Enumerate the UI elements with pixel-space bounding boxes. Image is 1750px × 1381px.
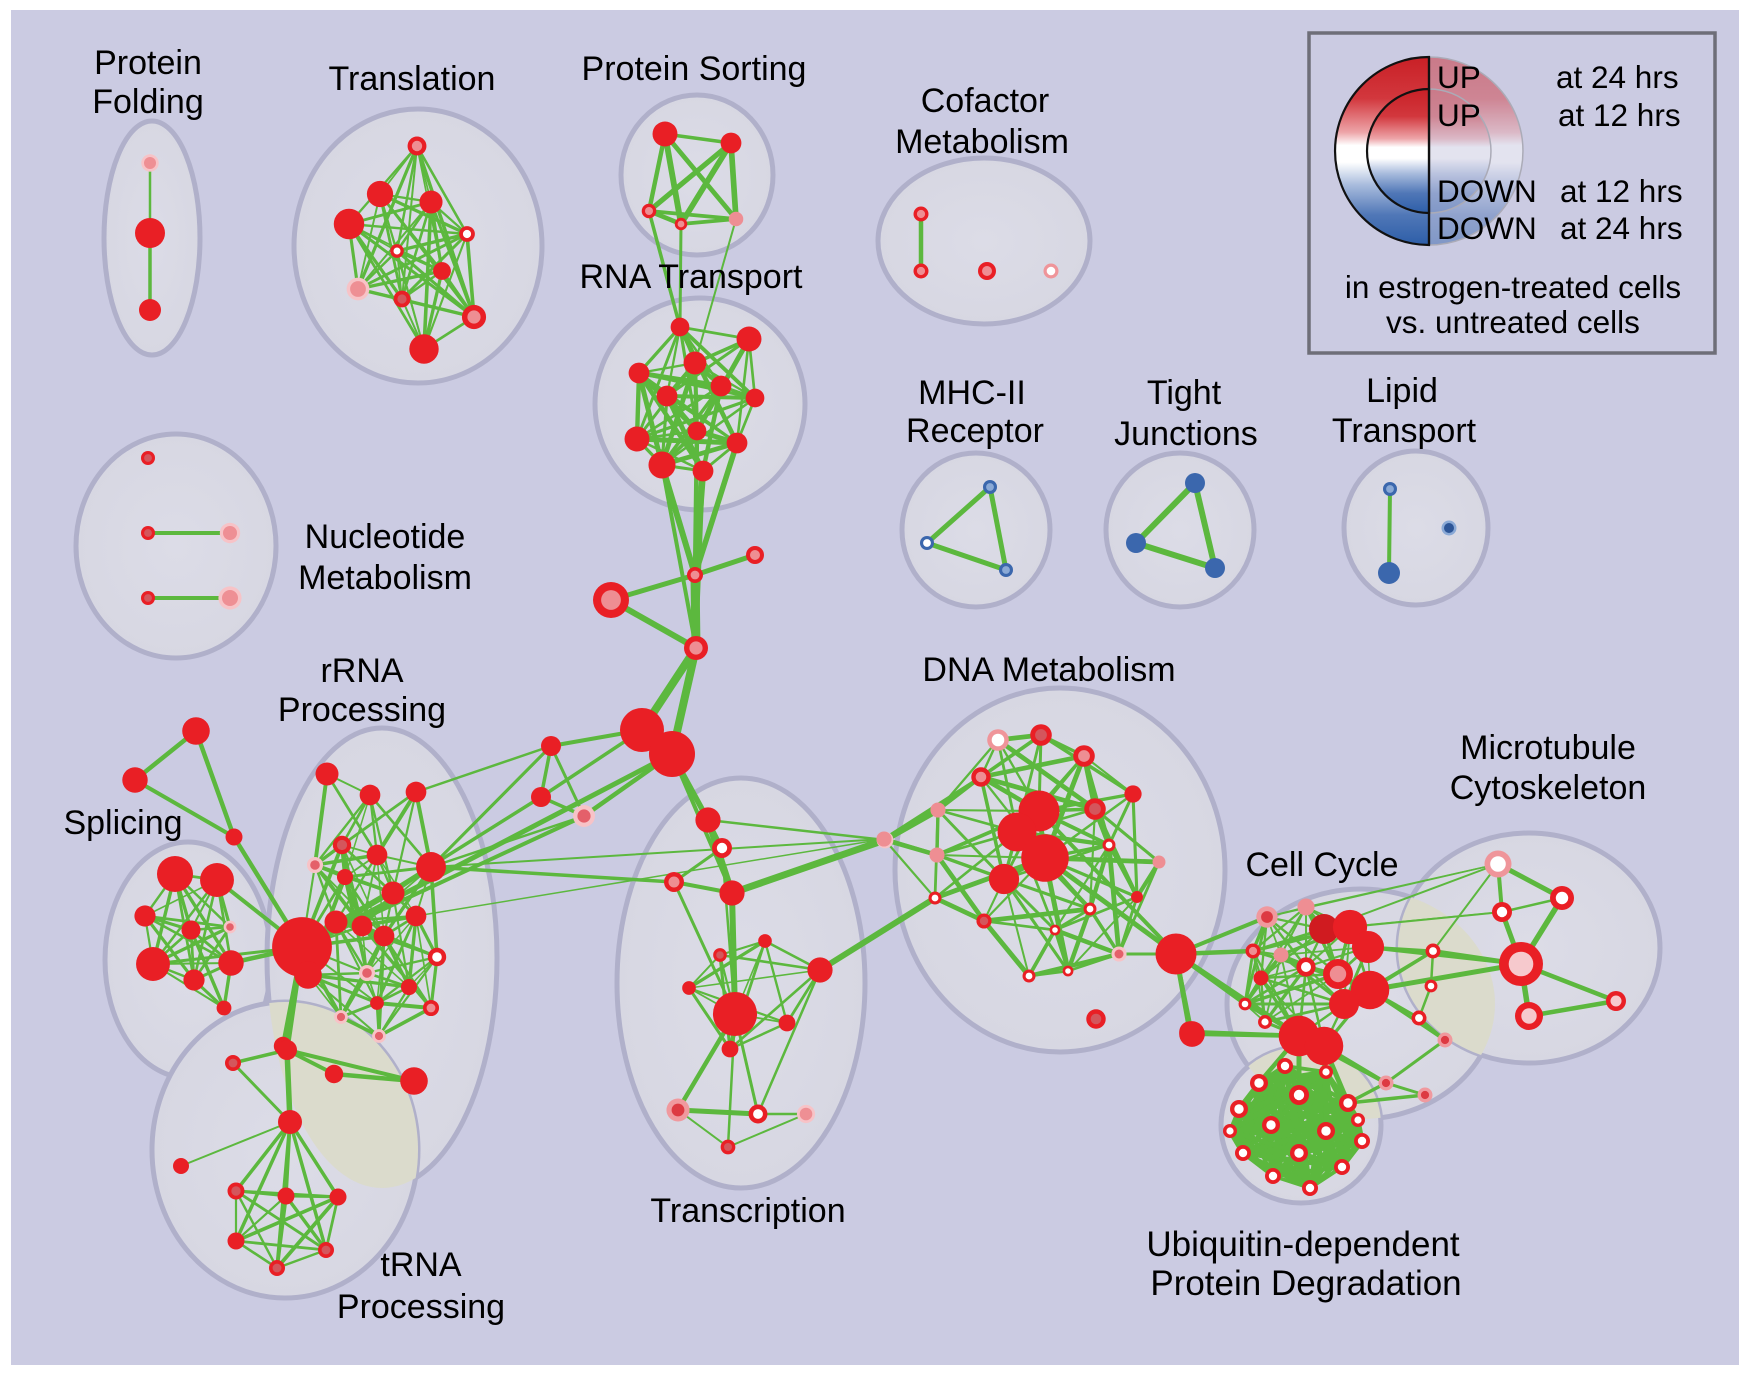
svg-text:Receptor: Receptor xyxy=(906,412,1044,450)
svg-text:MHC-II: MHC-II xyxy=(918,374,1026,412)
svg-text:Cell Cycle: Cell Cycle xyxy=(1245,846,1398,884)
svg-text:DOWN: DOWN xyxy=(1437,173,1537,209)
svg-text:at 24 hrs: at 24 hrs xyxy=(1556,59,1679,95)
svg-text:Microtubule: Microtubule xyxy=(1460,729,1636,767)
svg-text:Transport: Transport xyxy=(1332,412,1477,450)
svg-text:Processing: Processing xyxy=(278,691,446,729)
svg-text:vs. untreated cells: vs. untreated cells xyxy=(1386,304,1640,340)
svg-text:DOWN: DOWN xyxy=(1437,210,1537,246)
svg-text:tRNA: tRNA xyxy=(380,1246,462,1284)
svg-text:Cofactor: Cofactor xyxy=(921,82,1050,120)
svg-text:Protein Degradation: Protein Degradation xyxy=(1150,1264,1461,1303)
svg-text:UP: UP xyxy=(1437,97,1481,133)
svg-text:at 12 hrs: at 12 hrs xyxy=(1558,97,1681,133)
svg-text:RNA Transport: RNA Transport xyxy=(580,258,804,296)
svg-text:Ubiquitin-dependent: Ubiquitin-dependent xyxy=(1146,1225,1460,1264)
svg-text:Protein Sorting: Protein Sorting xyxy=(582,50,807,88)
svg-text:Nucleotide: Nucleotide xyxy=(305,518,466,556)
svg-text:Lipid: Lipid xyxy=(1366,372,1438,410)
svg-text:Junctions: Junctions xyxy=(1114,415,1258,453)
svg-text:Folding: Folding xyxy=(92,83,204,121)
svg-text:Metabolism: Metabolism xyxy=(298,559,472,597)
svg-text:Metabolism: Metabolism xyxy=(895,123,1069,161)
svg-text:Protein: Protein xyxy=(94,44,202,82)
svg-text:at 24 hrs: at 24 hrs xyxy=(1560,210,1683,246)
svg-text:at 12 hrs: at 12 hrs xyxy=(1560,173,1683,209)
svg-text:DNA Metabolism: DNA Metabolism xyxy=(922,651,1175,689)
svg-text:in estrogen-treated cells: in estrogen-treated cells xyxy=(1345,269,1681,305)
svg-text:Cytoskeleton: Cytoskeleton xyxy=(1450,769,1647,807)
svg-text:Tight: Tight xyxy=(1147,374,1222,412)
svg-text:Translation: Translation xyxy=(329,60,496,98)
svg-text:Processing: Processing xyxy=(337,1288,505,1326)
svg-text:Splicing: Splicing xyxy=(63,804,182,842)
svg-text:UP: UP xyxy=(1437,59,1481,95)
svg-text:Transcription: Transcription xyxy=(650,1192,845,1230)
svg-text:rRNA: rRNA xyxy=(320,652,403,690)
